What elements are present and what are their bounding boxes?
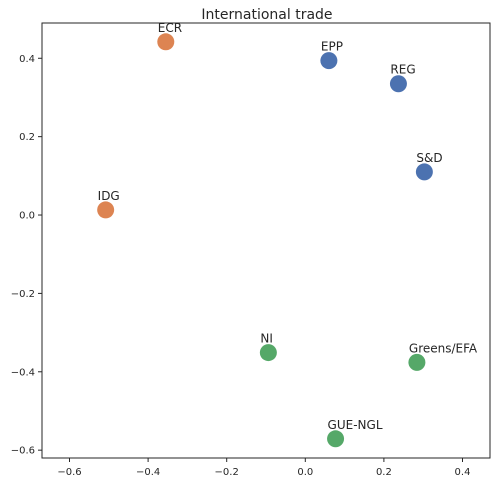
- point-label: GUE-NGL: [328, 418, 383, 432]
- plot-frame: [41, 22, 491, 459]
- y-tick-label: 0.0: [19, 211, 35, 222]
- scatter-point: [97, 201, 115, 219]
- point-label: IDG: [98, 189, 120, 203]
- y-tick-label: 0.4: [19, 54, 35, 65]
- scatter-point: [320, 52, 338, 70]
- scatter-point: [157, 33, 175, 51]
- chart-title: International trade: [201, 7, 332, 23]
- x-tick-label: −0.6: [57, 467, 81, 478]
- scatter-point: [259, 344, 277, 362]
- y-tick-label: −0.2: [11, 289, 35, 300]
- y-tick-label: −0.4: [11, 367, 35, 378]
- x-tick-label: 0.4: [455, 467, 471, 478]
- point-labels: ECR EPP REG S&D IDG NI Greens/EFA GUE-NGL: [98, 21, 478, 432]
- scatter-point: [415, 163, 433, 181]
- y-tick-label: −0.6: [11, 446, 35, 457]
- x-tick-label: 0.2: [376, 467, 392, 478]
- x-tick-label: −0.2: [215, 467, 239, 478]
- y-tick-label: 0.2: [19, 132, 35, 143]
- point-label: Greens/EFA: [409, 341, 478, 355]
- x-tick-label: 0.0: [297, 467, 313, 478]
- x-tick-label: −0.4: [136, 467, 160, 478]
- point-label: ECR: [158, 21, 182, 35]
- data-points: [97, 33, 433, 448]
- scatter-point: [389, 75, 407, 93]
- x-axis: −0.6 −0.4 −0.2 0.0 0.2 0.4: [57, 458, 470, 478]
- scatter-point: [408, 353, 426, 371]
- point-label: NI: [260, 332, 273, 346]
- point-label: REG: [390, 63, 415, 77]
- y-axis: −0.6 −0.4 −0.2 0.0 0.2 0.4: [11, 54, 42, 457]
- point-label: EPP: [321, 40, 343, 54]
- scatter-point: [327, 430, 345, 448]
- point-label: S&D: [416, 151, 442, 165]
